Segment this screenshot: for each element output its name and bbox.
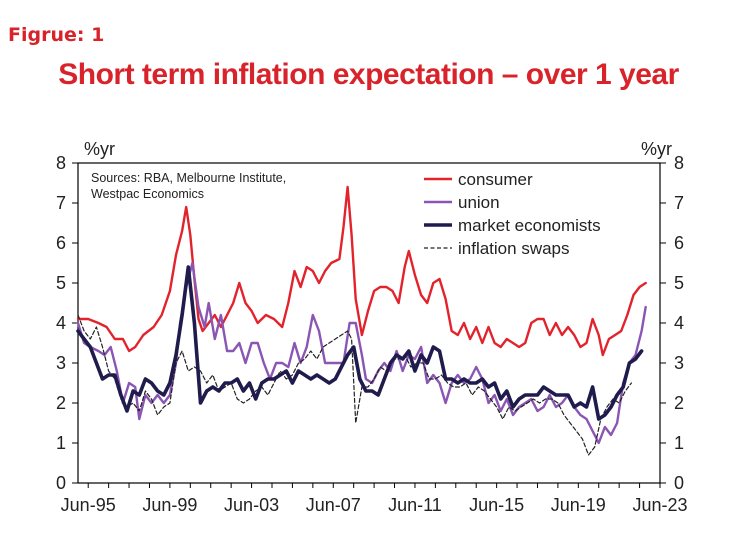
y-tick-label-left: 0 [56, 473, 66, 493]
y-tick-label-right: 7 [674, 193, 684, 213]
y-tick-label-left: 1 [56, 433, 66, 453]
x-tick-label: Jun-07 [306, 495, 361, 515]
x-axis: Jun-95 Jun-99 Jun-03 Jun-07 Jun-11 Jun-15 Jun-… [61, 483, 688, 515]
x-tick-label: Jun-99 [142, 495, 197, 515]
series-line-inflation-swaps [77, 314, 632, 456]
x-tick-label: Jun-23 [632, 495, 687, 515]
y-tick-label-left: 5 [56, 273, 66, 293]
x-tick-label: Jun-95 [61, 495, 116, 515]
y-tick-label-left: 6 [56, 233, 66, 253]
chart-title: Short term inflation expectation – over … [58, 58, 679, 91]
legend-label-union: union [458, 193, 500, 212]
source-note-line-2: Westpac Economics [91, 187, 204, 201]
y-tick-label-left: 4 [56, 313, 66, 333]
y-tick-label-left: 7 [56, 193, 66, 213]
y-tick-label-right: 2 [674, 393, 684, 413]
series-lines [76, 185, 647, 456]
series-line-consumer [76, 185, 647, 357]
legend-label-inflation-swaps: inflation swaps [458, 239, 570, 258]
y-axis-right: 0 1 2 3 4 5 6 7 8 [660, 153, 684, 493]
x-tick-label: Jun-19 [551, 495, 606, 515]
y-tick-label-right: 5 [674, 273, 684, 293]
legend: consumer union market economists inflation … [424, 170, 601, 258]
series-line-union [76, 261, 647, 445]
y-axis-left-unit: %yr [84, 139, 115, 159]
series-line-market-economists [76, 265, 644, 421]
y-tick-label-left: 3 [56, 353, 66, 373]
y-tick-label-right: 4 [674, 313, 684, 333]
y-tick-label-right: 8 [674, 153, 684, 173]
plot-frame [77, 162, 661, 484]
legend-label-market-economists: market economists [458, 216, 601, 235]
x-tick-label: Jun-15 [469, 495, 524, 515]
y-tick-label-left: 2 [56, 393, 66, 413]
legend-label-consumer: consumer [458, 170, 533, 189]
x-tick-label: Jun-11 [388, 495, 442, 515]
figure-label: Figrue: 1 [8, 24, 105, 46]
y-tick-label-right: 0 [674, 473, 684, 493]
y-axis-right-unit: %yr [641, 139, 672, 159]
y-tick-label-right: 6 [674, 233, 684, 253]
source-note-line-1: Sources: RBA, Melbourne Institute, [91, 171, 286, 185]
y-axis-left: 0 1 2 3 4 5 6 7 8 [56, 153, 78, 493]
y-tick-label-left: 8 [56, 153, 66, 173]
y-tick-label-right: 3 [674, 353, 684, 373]
x-tick-label: Jun-03 [224, 495, 279, 515]
y-tick-label-right: 1 [674, 433, 684, 453]
